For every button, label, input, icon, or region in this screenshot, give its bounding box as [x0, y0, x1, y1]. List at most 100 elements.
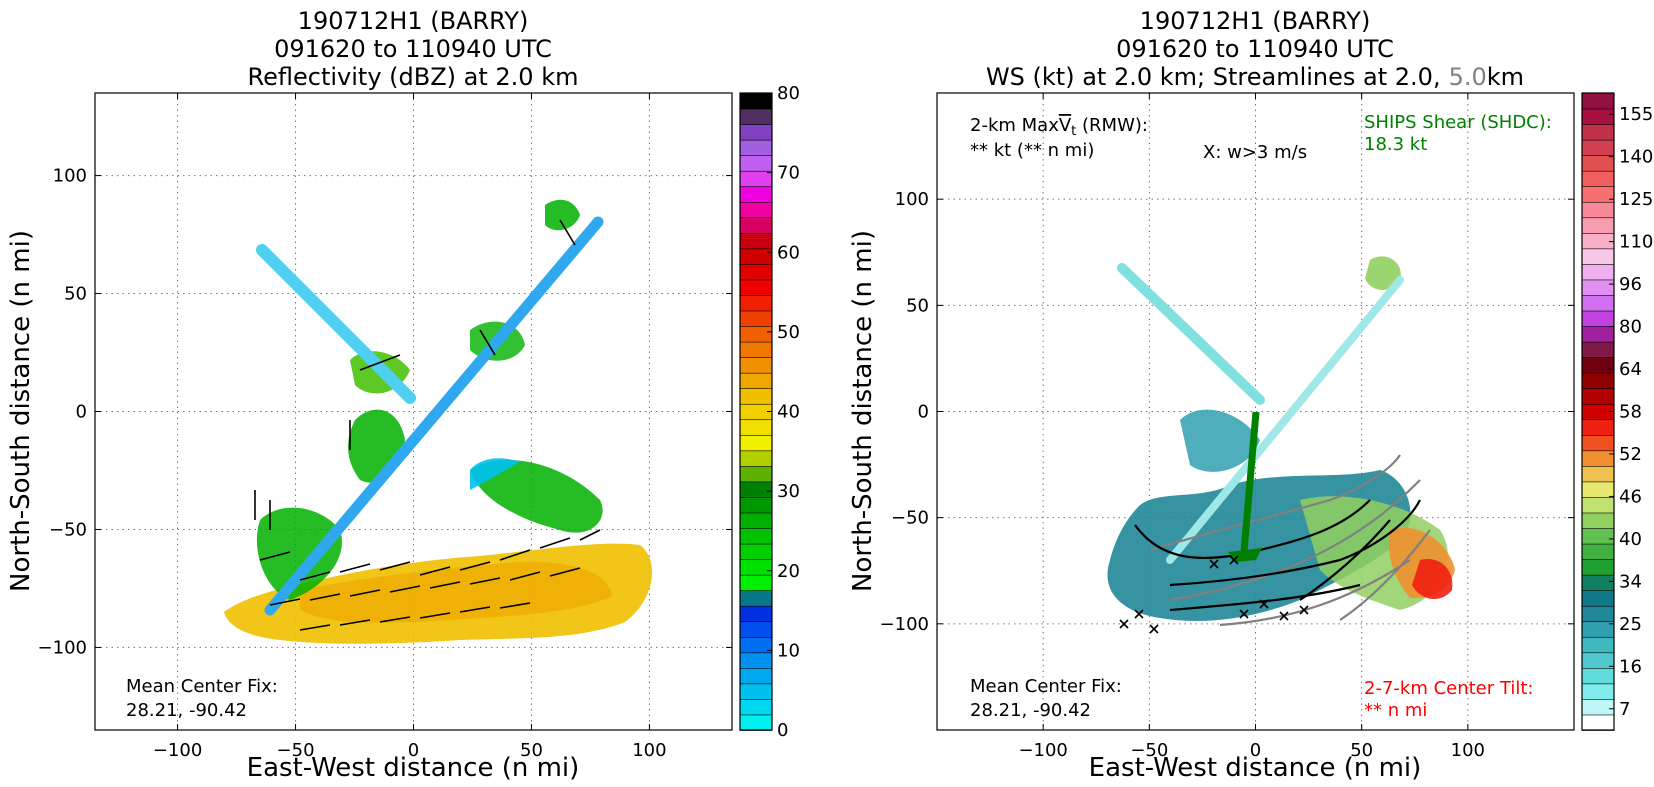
colorbar-cell	[1581, 232, 1615, 250]
colorbar-cell	[739, 154, 773, 172]
colorbar-tick-label: 96	[1619, 274, 1642, 295]
colorbar-cell	[1581, 496, 1615, 514]
x-tick-label: 100	[632, 740, 666, 761]
colorbar-tick-label: 20	[777, 561, 800, 582]
maxvt-label: 2-km MaxVt (RMW):	[970, 115, 1148, 139]
colorbar-cell	[1581, 341, 1615, 358]
colorbar-tick-label: 7	[1619, 699, 1630, 720]
x-tick-label: 50	[520, 740, 543, 761]
right-xlabel: East-West distance (n mi)	[1089, 753, 1422, 783]
right-mean-center-label: Mean Center Fix:	[970, 676, 1122, 697]
ships-shear-value: 18.3 kt	[1364, 134, 1427, 155]
right-title-line1: 190712H1 (BARRY)	[1140, 7, 1371, 35]
colorbar-cell	[1581, 450, 1615, 467]
x-tick-label: 0	[408, 740, 419, 761]
colorbar-cell	[739, 418, 773, 436]
left-colorbar: 0 10 20 30 40 50 60 70 80	[739, 83, 800, 741]
colorbar-cell	[739, 714, 773, 731]
updraft-markers	[1119, 555, 1309, 634]
colorbar-cell	[739, 341, 773, 358]
shear-vector	[1240, 411, 1260, 553]
left-title-line3: Reflectivity (dBZ) at 2.0 km	[248, 63, 579, 91]
colorbar-cell	[1581, 356, 1615, 374]
colorbar-cell	[739, 248, 773, 265]
colorbar-cell	[739, 216, 773, 234]
colorbar-cell	[1581, 372, 1615, 389]
left-ylabel: North-South distance (n mi)	[6, 230, 36, 592]
y-tick-label: −50	[891, 508, 929, 529]
x-tick-label: −100	[1018, 740, 1067, 761]
right-ylabel: North-South distance (n mi)	[848, 230, 878, 592]
y-tick-label: 100	[895, 189, 929, 210]
colorbar-cell	[1581, 714, 1615, 731]
y-tick-label: −100	[38, 637, 87, 658]
right-title-line3-b: 5.0	[1449, 63, 1487, 91]
colorbar-cell	[1581, 139, 1615, 156]
colorbar-tick-label: 155	[1619, 104, 1653, 125]
right-colorbar: 7 16 25 34 40 46 52 58 64 80 96 110 125 140 155	[1581, 92, 1653, 731]
colorbar-tick-label: 0	[777, 720, 788, 741]
colorbar-cell	[1581, 248, 1615, 265]
colorbar-tick-label: 80	[777, 83, 800, 104]
colorbar-cell	[1581, 527, 1615, 545]
colorbar-cell	[739, 652, 773, 669]
colorbar-cell	[1581, 481, 1615, 498]
colorbar-cell	[1581, 201, 1615, 219]
colorbar-tick-label: 80	[1619, 317, 1642, 338]
colorbar-cell	[739, 605, 773, 623]
colorbar-cell	[739, 232, 773, 250]
colorbar-cell	[1581, 279, 1615, 296]
right-title-line2: 091620 to 110940 UTC	[1116, 35, 1394, 63]
x-tick-label: 100	[1451, 740, 1485, 761]
updraft-note: X: w>3 m/s	[1203, 142, 1307, 163]
colorbar-cell	[1581, 465, 1615, 483]
x-tick-label: −50	[1130, 740, 1168, 761]
colorbar-tick-label: 60	[777, 242, 800, 263]
x-tick-label: 50	[1350, 740, 1373, 761]
colorbar-cell	[1581, 310, 1615, 327]
colorbar-cell	[1581, 108, 1615, 125]
colorbar-cell	[739, 263, 773, 281]
colorbar-cell	[1581, 512, 1615, 529]
right-windspeed-field	[1107, 256, 1455, 634]
left-mean-center-label: Mean Center Fix:	[126, 676, 278, 697]
y-tick-label: −100	[880, 614, 929, 635]
colorbar-tick-label: 50	[777, 322, 800, 343]
colorbar-tick-label: 125	[1619, 189, 1653, 210]
colorbar-cell	[739, 683, 773, 700]
colorbar-cell	[1581, 263, 1615, 281]
left-reflectivity-field	[224, 199, 652, 644]
right-panel: 190712H1 (BARRY) 091620 to 110940 UTC WS…	[848, 7, 1653, 783]
right-ticks: −100 −50 0 50 100 −100 −50 0 50 100	[880, 93, 1574, 761]
colorbar-cell	[739, 527, 773, 545]
left-title-line2: 091620 to 110940 UTC	[274, 35, 552, 63]
colorbar-cell	[739, 310, 773, 327]
maxvt-value: ** kt (** n mi)	[970, 140, 1094, 161]
x-tick-label: −100	[153, 740, 202, 761]
y-tick-label: 100	[53, 166, 87, 187]
colorbar-cell	[1581, 434, 1615, 452]
colorbar-tick-label: 40	[1619, 529, 1642, 550]
colorbar-cell	[739, 465, 773, 483]
colorbar-tick-label: 46	[1619, 486, 1642, 507]
colorbar-cell	[1581, 154, 1615, 172]
right-grid	[937, 93, 1574, 730]
colorbar-cell	[1581, 605, 1615, 623]
colorbar-tick-label: 70	[777, 163, 800, 184]
colorbar-cell	[1581, 170, 1615, 188]
x-tick-label: 0	[1250, 740, 1261, 761]
colorbar-cell	[1581, 418, 1615, 436]
right-title-line3-a: WS (kt) at 2.0 km; Streamlines at 2.0,	[986, 63, 1441, 91]
y-tick-label: 0	[918, 402, 929, 423]
colorbar-cell	[739, 372, 773, 389]
colorbar-cell	[1581, 92, 1615, 110]
colorbar-tick-label: 52	[1619, 444, 1642, 465]
ships-shear-label: SHIPS Shear (SHDC):	[1364, 112, 1552, 133]
right-title-line3-c: km	[1487, 63, 1524, 91]
left-ticks: −100 −50 0 50 100 −100 −50 0 50 100	[38, 93, 732, 761]
y-tick-label: −50	[49, 519, 87, 540]
colorbar-cell	[1581, 667, 1615, 685]
colorbar-cell	[1581, 574, 1615, 591]
colorbar-cell	[739, 387, 773, 405]
